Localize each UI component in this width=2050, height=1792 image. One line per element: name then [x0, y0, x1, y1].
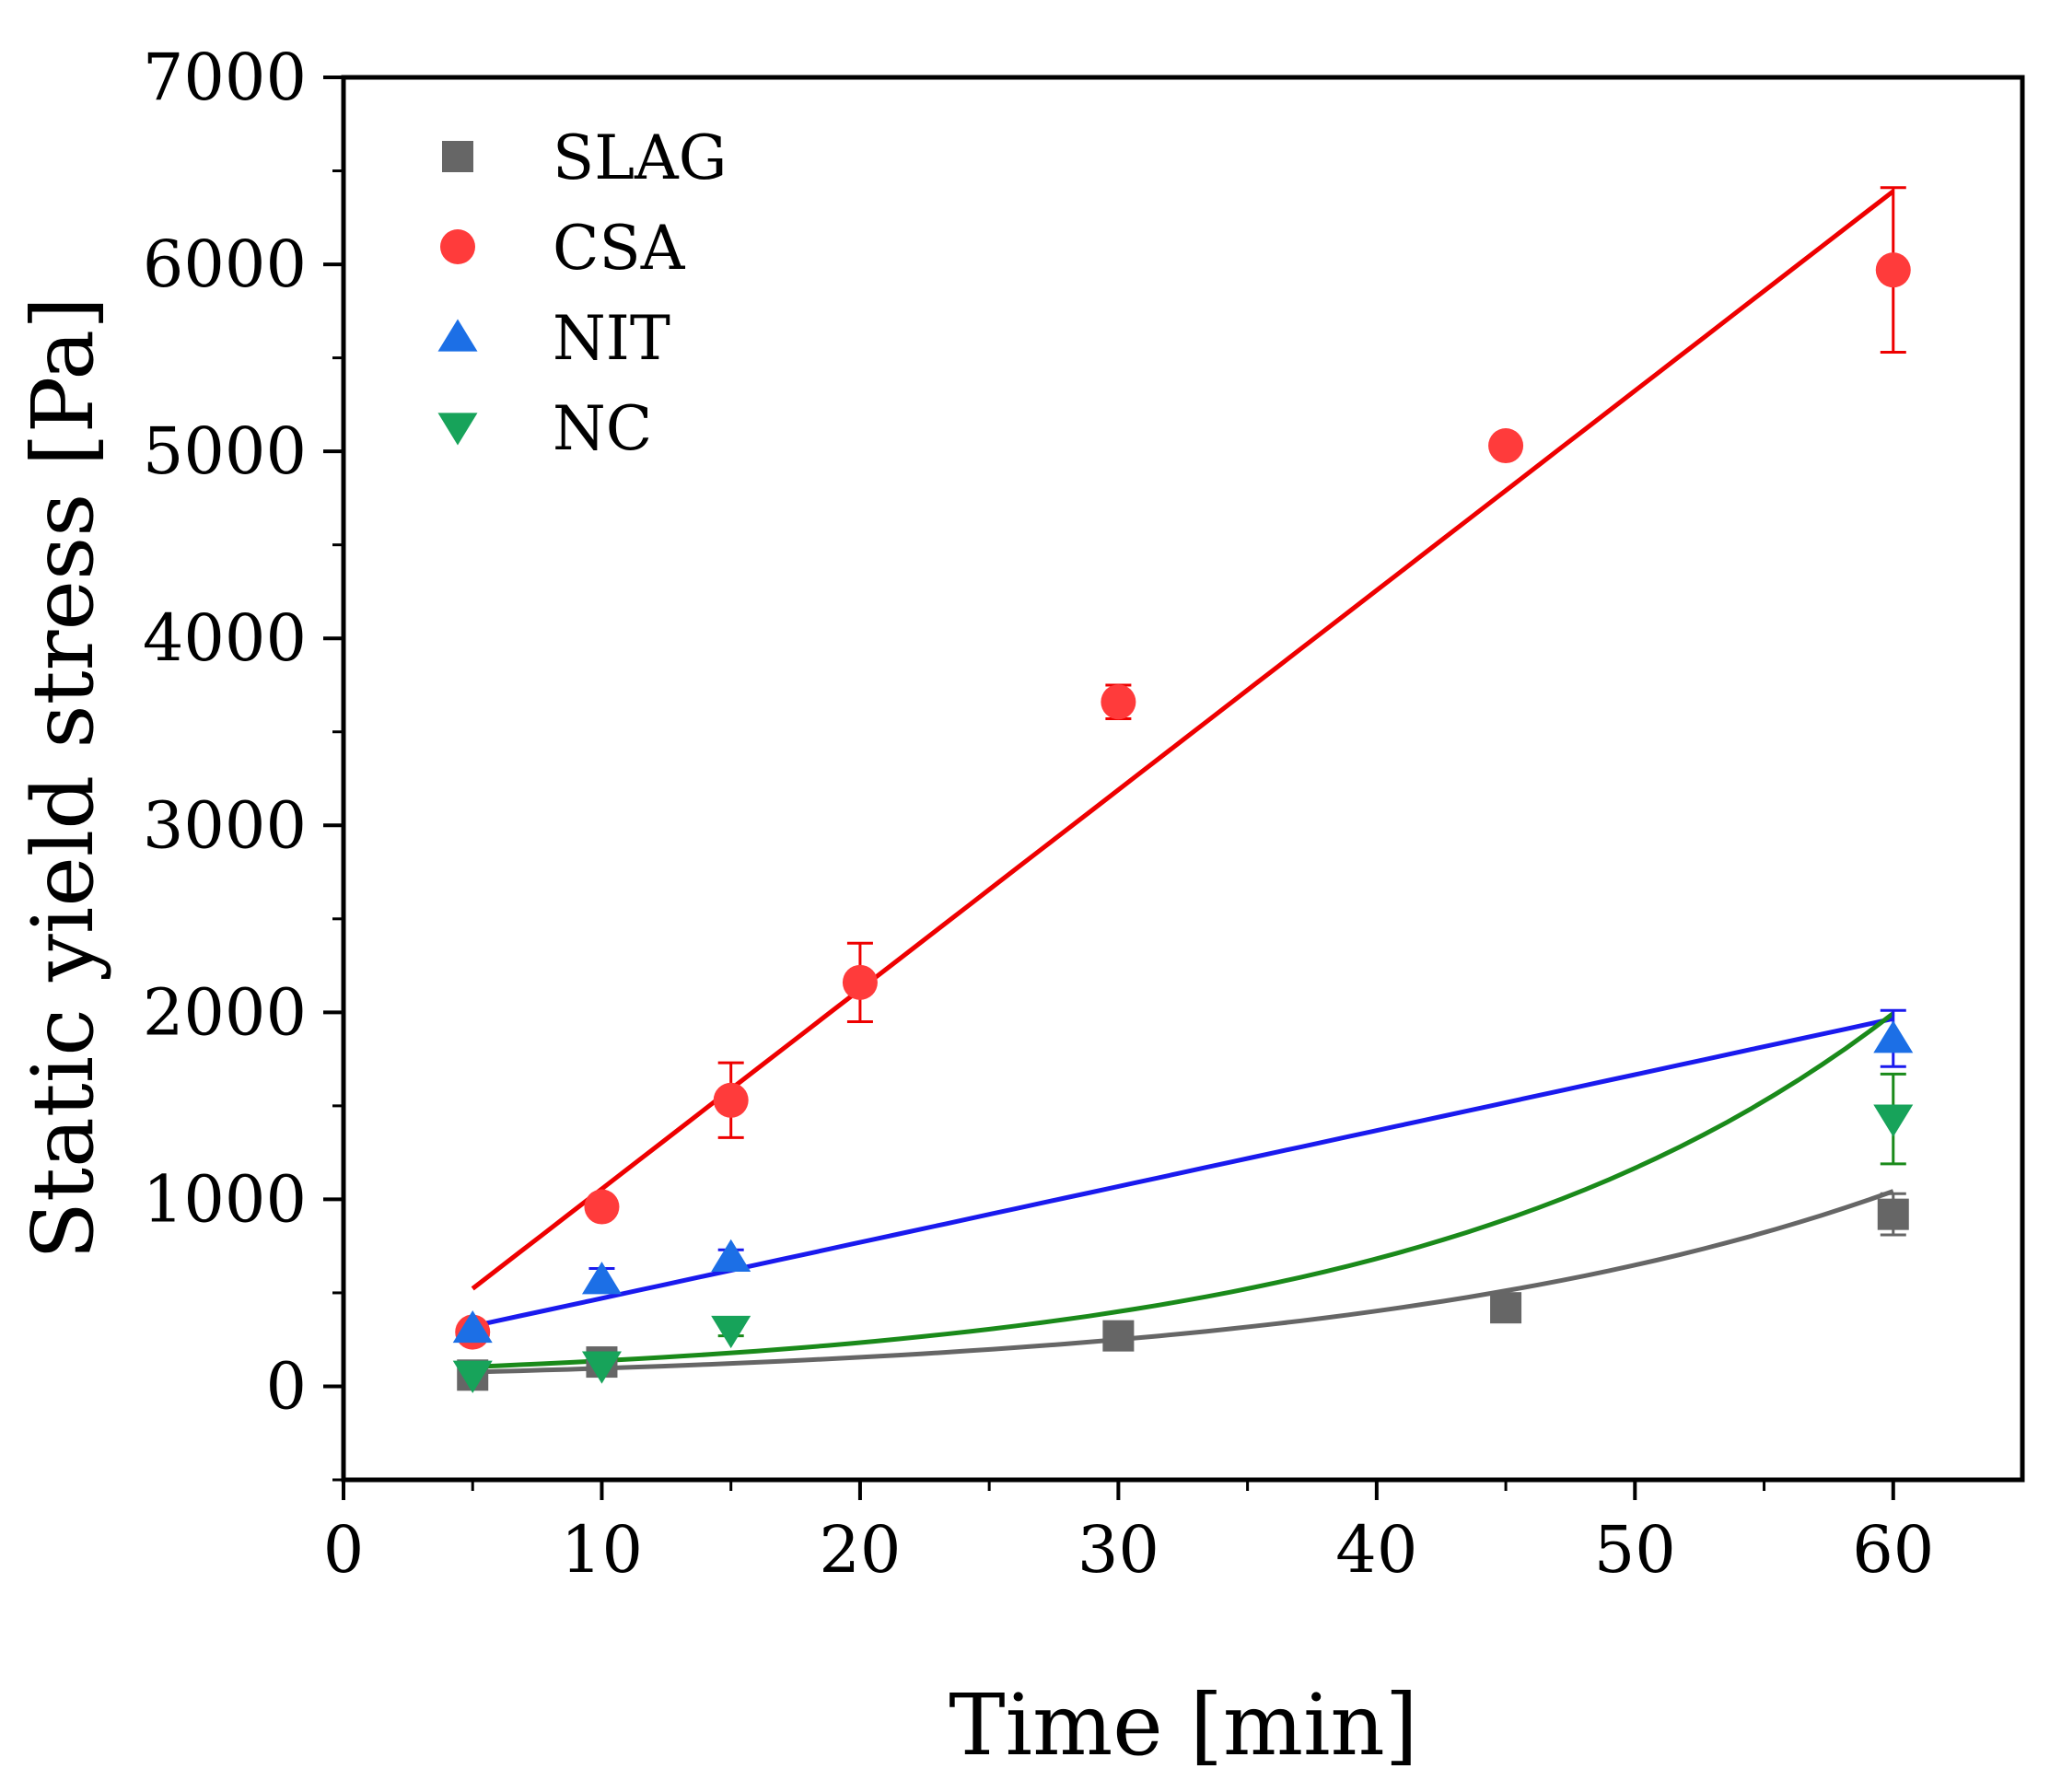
- data-markers: [452, 252, 1914, 1393]
- x-axis-title: Time [min]: [949, 1676, 1417, 1775]
- data-point-csa: [713, 1082, 749, 1118]
- fit-line-slag: [472, 1189, 1894, 1375]
- fit-lines: [471, 189, 1895, 1375]
- data-point-nc: [452, 1360, 493, 1393]
- y-tick-label: 2000: [143, 974, 307, 1050]
- data-point-nit: [581, 1262, 622, 1295]
- data-point-nc: [581, 1351, 622, 1384]
- y-axis-title: Static yield stress [Pa]: [14, 297, 112, 1260]
- fit-line-nit: [472, 1016, 1894, 1329]
- legend-marker-csa: [440, 229, 475, 264]
- x-tick-label: 50: [1594, 1512, 1676, 1588]
- data-point-nc: [711, 1315, 751, 1349]
- error-bars: [460, 186, 1906, 1380]
- legend-marker-slag: [442, 141, 473, 172]
- y-tick-label: 1000: [143, 1161, 307, 1237]
- legend-label-nit: NIT: [553, 303, 670, 374]
- data-point-slag: [1490, 1292, 1522, 1324]
- data-point-nit: [711, 1239, 751, 1272]
- legend-label-csa: CSA: [553, 213, 686, 284]
- y-tick-label: 7000: [143, 40, 307, 115]
- data-point-csa: [1101, 684, 1136, 720]
- x-tick-label: 10: [561, 1512, 643, 1588]
- y-tick-label: 3000: [143, 787, 307, 863]
- data-point-nit: [1873, 1020, 1914, 1053]
- x-tick-label: 0: [323, 1512, 365, 1588]
- fit-line-nc: [472, 1011, 1895, 1369]
- data-point-csa: [1488, 428, 1524, 464]
- x-tick-label: 20: [819, 1512, 901, 1588]
- plot-frame: [341, 75, 2025, 1483]
- legend-marker-nc: [437, 413, 478, 446]
- x-tick-label: 40: [1335, 1512, 1417, 1588]
- data-point-nit: [452, 1309, 493, 1344]
- y-tick-label: 4000: [143, 600, 307, 676]
- axis-ticks: 0 10 20 30 40 50 60 0 1000 2000 3000 4000 5000 6000 70…: [143, 40, 1934, 1588]
- data-point-slag: [1877, 1198, 1909, 1230]
- data-point-csa: [842, 964, 878, 1000]
- legend-label-nc: NC: [553, 393, 652, 464]
- y-tick-label: 5000: [143, 413, 307, 489]
- y-tick-label: 0: [265, 1348, 307, 1424]
- data-point-slag: [1102, 1320, 1135, 1352]
- x-tick-label: 30: [1077, 1512, 1159, 1588]
- x-tick-label: 60: [1852, 1512, 1934, 1588]
- fit-line-csa: [471, 189, 1895, 1291]
- data-point-csa: [584, 1189, 620, 1225]
- legend: SLAG CSA NIT NC: [437, 122, 727, 464]
- data-point-nc: [1873, 1104, 1914, 1137]
- legend-label-slag: SLAG: [553, 122, 727, 193]
- data-point-csa: [1875, 252, 1911, 288]
- legend-marker-nit: [437, 319, 478, 352]
- y-tick-label: 6000: [143, 227, 307, 302]
